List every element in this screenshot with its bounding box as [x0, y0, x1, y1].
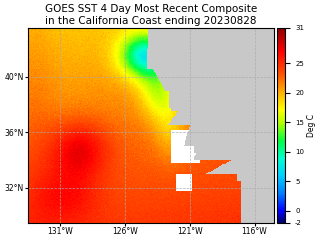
Title: GOES SST 4 Day Most Recent Composite
in the California Coast ending 20230828: GOES SST 4 Day Most Recent Composite in … [45, 4, 257, 26]
Y-axis label: Deg C: Deg C [307, 114, 316, 137]
